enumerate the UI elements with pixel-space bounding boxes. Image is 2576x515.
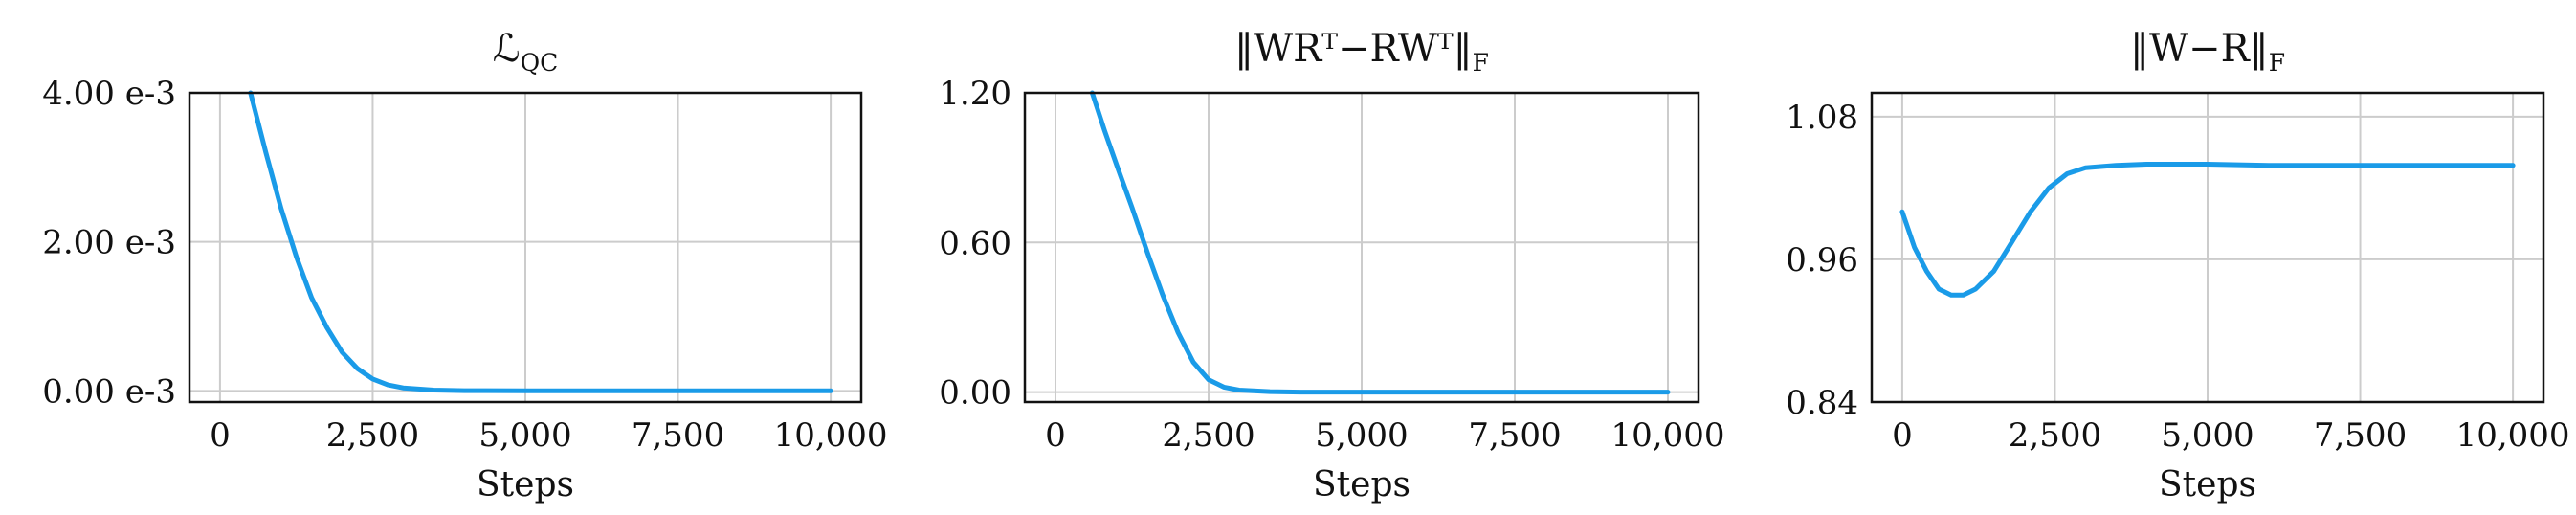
chart-title-main: ‖W−R‖ xyxy=(2130,27,2269,71)
y-tick-label: 1.08 xyxy=(1786,99,1858,137)
y-tick-label: 0.00 xyxy=(939,374,1011,413)
x-axis-label: Steps xyxy=(477,465,574,504)
y-tick-label: 4.00 e-3 xyxy=(42,75,176,113)
x-tick-label: 7,500 xyxy=(1468,416,1561,455)
chart-panel-3: 0 2,500 5,000 7,500 10,000 0.84 0.96 1.08 Steps ‖… xyxy=(1786,27,2569,504)
chart-panel-2: 0 2,500 5,000 7,500 10,000 0.00 0.60 1.20 Steps ‖… xyxy=(939,27,1724,504)
chart-panel-1: 0 2,500 5,000 7,500 10,000 0.00 e-3 2.00 e-3 4.… xyxy=(42,27,887,504)
chart-title: ‖WRᵀ−RWᵀ‖F xyxy=(1234,27,1489,77)
y-tick-label: 2.00 e-3 xyxy=(42,224,176,262)
chart-title-main: ‖WRᵀ−RWᵀ‖ xyxy=(1234,27,1473,71)
chart-title-subscript: F xyxy=(2269,49,2285,77)
x-tick-label: 10,000 xyxy=(2456,416,2570,455)
x-axis-label: Steps xyxy=(2159,465,2256,504)
x-tick-label: 5,000 xyxy=(478,416,571,455)
y-tick-label: 0.96 xyxy=(1786,241,1858,280)
x-tick-label: 7,500 xyxy=(2314,416,2407,455)
chart-title-subscript: QC xyxy=(521,49,559,77)
plot-frame xyxy=(1870,91,2545,404)
plot-frame xyxy=(188,91,863,404)
x-tick-label: 5,000 xyxy=(1315,416,1408,455)
y-tick-label: 0.00 e-3 xyxy=(42,372,176,411)
x-tick-label: 0 xyxy=(1892,416,1913,455)
x-tick-label: 2,500 xyxy=(326,416,419,455)
plot-frame xyxy=(1023,91,1700,404)
x-tick-label: 0 xyxy=(210,416,231,455)
chart-title-subscript: F xyxy=(1473,49,1489,77)
series-line xyxy=(248,90,833,393)
x-tick-label: 7,500 xyxy=(632,416,724,455)
x-tick-label: 0 xyxy=(1045,416,1066,455)
x-axis-label: Steps xyxy=(1313,465,1410,504)
chart-title: ‖W−R‖F xyxy=(2130,27,2285,77)
chart-title-main: ℒ xyxy=(493,27,521,71)
x-tick-label: 5,000 xyxy=(2161,416,2254,455)
x-tick-label: 10,000 xyxy=(774,416,888,455)
y-tick-label: 1.20 xyxy=(939,75,1011,113)
y-tick-label: 0.60 xyxy=(939,224,1011,262)
series-line xyxy=(1089,90,1671,395)
x-tick-label: 10,000 xyxy=(1611,416,1725,455)
x-tick-label: 2,500 xyxy=(2009,416,2101,455)
x-tick-label: 2,500 xyxy=(1162,416,1255,455)
chart-title: ℒQC xyxy=(493,27,558,77)
y-tick-label: 0.84 xyxy=(1786,384,1858,422)
series-line xyxy=(1899,162,2516,298)
